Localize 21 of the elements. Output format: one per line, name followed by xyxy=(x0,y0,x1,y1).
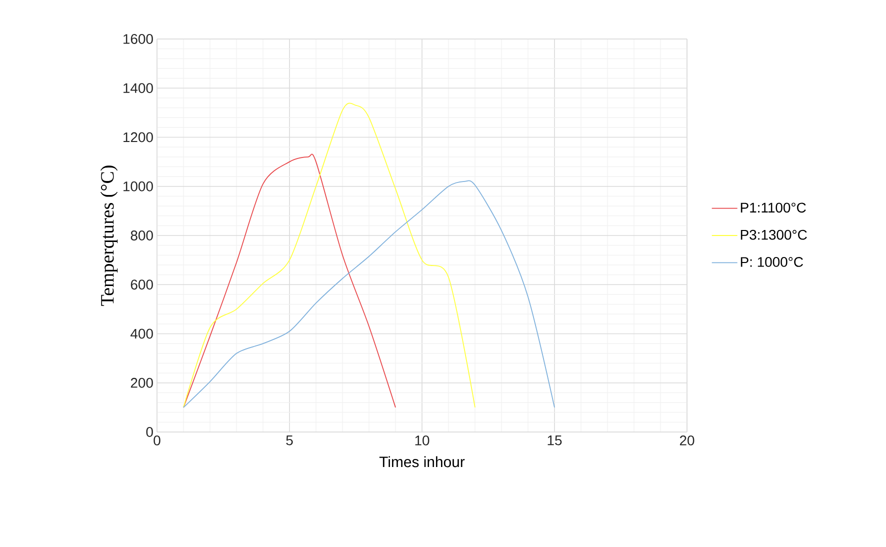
x-tick-label: 5 xyxy=(286,436,293,446)
y-tick-label: 0 xyxy=(146,427,153,437)
y-axis-title: Temperqtures (°C) xyxy=(100,166,118,306)
y-tick-label: 1000 xyxy=(124,181,153,192)
x-axis-title: Times inhour xyxy=(379,456,465,468)
x-tick-label: 0 xyxy=(154,436,160,446)
x-tick-label: 10 xyxy=(415,436,430,446)
legend-label: P1:1100°C xyxy=(740,202,806,213)
y-tick-label: 400 xyxy=(130,328,153,339)
line-series xyxy=(183,104,476,408)
y-tick-label: 1200 xyxy=(124,132,153,142)
x-tick-label: 15 xyxy=(548,436,562,446)
y-tick-label: 200 xyxy=(130,378,153,388)
legend-label: P3:1300°C xyxy=(740,230,807,240)
y-tick-label: 1600 xyxy=(124,34,153,44)
legend-label: P: 1000°C xyxy=(740,257,803,267)
y-tick-label: 600 xyxy=(130,280,153,290)
y-tick-label: 1400 xyxy=(124,83,153,94)
y-tick-label: 800 xyxy=(130,230,153,240)
x-tick-label: 20 xyxy=(680,436,694,446)
line-series xyxy=(183,180,555,408)
